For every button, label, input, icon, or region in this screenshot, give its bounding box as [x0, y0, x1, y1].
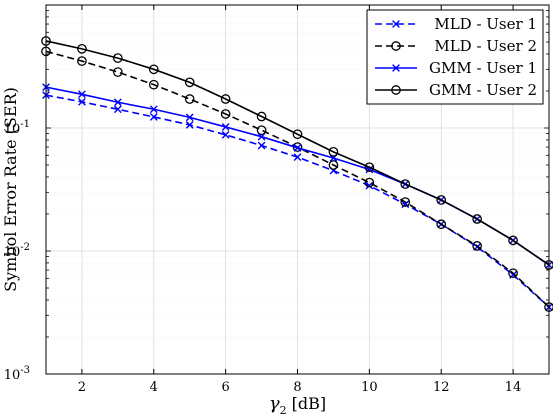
y-axis-label: Symbol Error Rate (SER) — [1, 87, 20, 292]
data-point — [220, 109, 231, 119]
y-tick-label: 10-3 — [4, 365, 30, 383]
data-point — [78, 98, 86, 106]
data-point — [256, 111, 267, 122]
data-point — [185, 120, 194, 129]
x-tick-label: 8 — [293, 380, 301, 395]
x-axis-label: γ2 [dB] — [269, 393, 326, 415]
legend-label: GMM - User 1 — [429, 59, 537, 77]
data-point — [113, 98, 122, 107]
data-point — [508, 268, 518, 279]
data-point — [184, 77, 195, 88]
data-point — [293, 143, 302, 152]
data-point — [221, 123, 230, 131]
data-point — [257, 132, 266, 141]
data-point — [365, 165, 374, 174]
data-point — [472, 241, 482, 251]
data-point — [78, 90, 86, 99]
series-layer — [41, 36, 553, 312]
data-point — [391, 41, 401, 51]
data-point — [328, 160, 339, 170]
data-point — [256, 125, 267, 136]
data-point — [220, 94, 231, 104]
data-point — [436, 219, 447, 230]
legend-box — [366, 9, 544, 105]
x-tick-label: 12 — [433, 380, 450, 395]
data-point — [364, 162, 375, 173]
data-point — [392, 20, 400, 28]
series-4 — [41, 36, 553, 270]
x-tick-label: 14 — [505, 380, 522, 395]
data-point — [113, 105, 122, 114]
legend-item: MLD - User 1 — [375, 15, 537, 33]
data-point — [184, 94, 195, 104]
data-point — [113, 53, 123, 63]
data-point — [185, 113, 194, 122]
ticks — [46, 5, 549, 375]
legend: MLD - User 1 MLD - User 2 GMM - User 1 GMM … — [366, 9, 544, 105]
data-point — [149, 113, 158, 121]
data-point — [472, 214, 482, 224]
data-point — [113, 67, 123, 77]
legend-label: GMM - User 2 — [429, 81, 537, 99]
data-point — [508, 235, 518, 246]
legend-item: MLD - User 2 — [375, 37, 537, 55]
data-point — [391, 85, 401, 95]
data-point — [221, 130, 230, 139]
x-tick-label: 2 — [78, 380, 86, 395]
legend-label: MLD - User 2 — [434, 37, 537, 55]
data-point — [392, 64, 400, 72]
data-point — [149, 105, 158, 114]
x-tick-label: 10 — [361, 380, 378, 395]
legend-item: GMM - User 1 — [375, 59, 537, 77]
data-point — [77, 56, 87, 66]
legend-item: GMM - User 2 — [375, 81, 537, 99]
data-point — [401, 200, 410, 209]
data-point — [400, 197, 411, 207]
legend-label: MLD - User 1 — [434, 15, 537, 33]
series-line — [45, 40, 550, 266]
data-point — [364, 177, 375, 188]
data-point — [148, 79, 159, 90]
data-point — [293, 153, 302, 161]
x-tick-label: 6 — [222, 380, 230, 395]
x-tick-label: 4 — [150, 380, 158, 395]
data-point — [400, 179, 411, 189]
data-point — [257, 141, 266, 150]
data-point — [436, 195, 447, 205]
data-point — [77, 44, 87, 54]
data-point — [148, 64, 159, 75]
data-point — [292, 129, 303, 140]
data-point — [328, 146, 339, 157]
